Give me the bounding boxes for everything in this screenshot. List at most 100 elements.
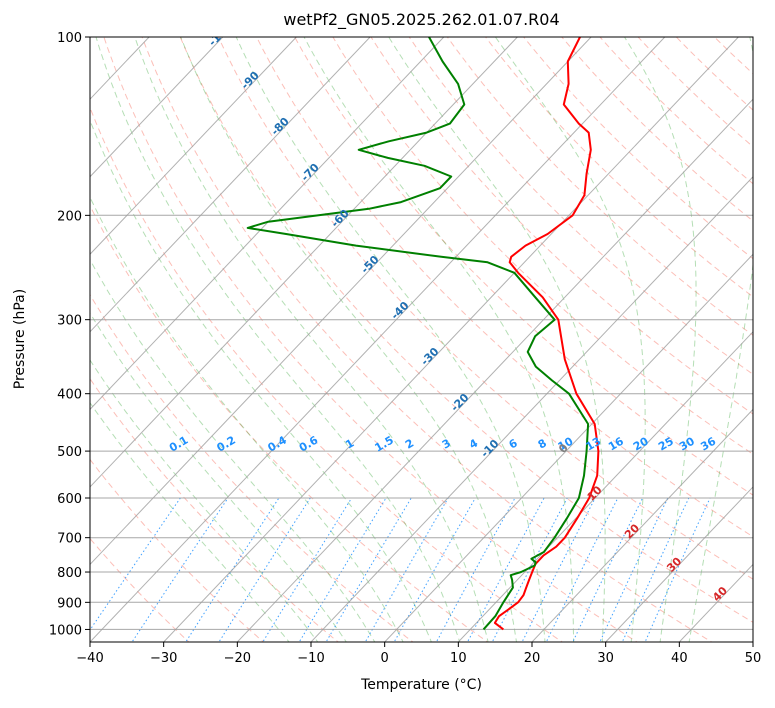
- x-tick-label: 40: [671, 651, 688, 666]
- isotherm-line: [90, 37, 445, 411]
- x-tick-label: −20: [224, 651, 251, 666]
- temperature-profile-line: [493, 37, 600, 631]
- isotherm-line: [457, 331, 753, 642]
- x-tick-label: 10: [450, 651, 467, 666]
- dry-adiabat-line: [256, 37, 753, 538]
- isotherm-label: -60: [329, 207, 352, 230]
- isotherm-label: -10: [478, 437, 501, 460]
- y-tick-label: 900: [57, 596, 82, 611]
- mixing-ratio-label: 2: [403, 437, 416, 452]
- moist-adiabat-line: [90, 119, 432, 642]
- mixing-ratio-label: 8: [536, 437, 549, 452]
- y-tick-label: 1000: [49, 623, 82, 638]
- moist-adiabat-line: [180, 37, 518, 642]
- isotherm-label: -50: [358, 253, 381, 276]
- dry-adiabat-line: [484, 37, 753, 298]
- x-tick-label: 0: [381, 651, 389, 666]
- mixing-ratio-line: [572, 497, 644, 642]
- dry-adiabat-line: [408, 37, 753, 375]
- isotherm-label: 20: [622, 521, 642, 541]
- isotherm-line: [605, 486, 753, 642]
- y-tick-label: 800: [57, 566, 82, 581]
- isotherm-label: -40: [388, 299, 411, 322]
- isotherm-label: -30: [418, 345, 441, 368]
- mixing-ratio-line: [545, 497, 619, 642]
- y-axis-label: Pressure (hPa): [12, 288, 28, 390]
- mixing-ratio-line: [393, 497, 476, 642]
- y-tick-label: 500: [57, 445, 82, 460]
- mixing-ratio-line: [644, 497, 711, 642]
- dry-adiabat-line: [90, 537, 190, 642]
- x-tick-label: −30: [150, 651, 177, 666]
- mixing-ratio-line: [262, 497, 353, 642]
- isotherm-line: [384, 253, 753, 642]
- dry-adiabat-line: [141, 37, 713, 642]
- x-tick-label: 50: [745, 651, 762, 666]
- isotherm-line: [678, 563, 753, 642]
- mixing-ratio-line: [218, 497, 311, 642]
- dry-adiabat-line: [90, 458, 265, 642]
- mixing-ratio-line: [325, 497, 412, 642]
- isotherm-line: [90, 37, 224, 178]
- x-tick-label: 30: [597, 651, 614, 666]
- mixing-ratio-line: [90, 497, 181, 631]
- moist-adiabat-line: [90, 258, 376, 642]
- dry-adiabat-line: [294, 37, 753, 496]
- mixing-ratio-label: 6: [507, 436, 520, 451]
- moist-adiabat-line: [90, 196, 404, 642]
- isotherm-line: [90, 37, 297, 256]
- dewpoint-profile-line: [246, 37, 590, 631]
- isotherm-label: -20: [448, 391, 471, 414]
- isotherm-line: [531, 408, 753, 642]
- isotherm-label: 40: [710, 584, 730, 604]
- dry-adiabat-line: [217, 37, 753, 580]
- y-tick-label: 200: [57, 209, 82, 224]
- isotherm-line: [752, 641, 753, 642]
- mixing-ratio-line: [521, 497, 596, 642]
- x-axis-label: Temperature (°C): [361, 677, 482, 693]
- mixing-ratio-line: [185, 497, 280, 642]
- isotherm-label: -90: [239, 69, 262, 92]
- dry-adiabat-line: [370, 37, 753, 415]
- moist-adiabat-line: [624, 37, 697, 642]
- mixing-ratio-label: 1: [343, 437, 356, 452]
- dry-adiabat-line: [179, 37, 753, 623]
- moist-adiabat-line: [388, 37, 606, 642]
- isotherm-label: -70: [299, 161, 322, 184]
- y-tick-label: 300: [57, 314, 82, 329]
- x-tick-label: 20: [524, 651, 541, 666]
- isotherm-line: [90, 37, 592, 566]
- dry-adiabat-line: [599, 37, 753, 185]
- y-tick-label: 600: [57, 492, 82, 507]
- isotherm-line: [310, 176, 753, 642]
- x-tick-label: −40: [76, 651, 103, 666]
- mixing-ratio-label: 4: [467, 436, 480, 451]
- dry-adiabat-line: [713, 37, 753, 75]
- mixing-ratio-line: [364, 497, 449, 642]
- y-tick-label: 700: [57, 532, 82, 547]
- isotherm-label: -100: [206, 20, 235, 49]
- isotherm-line: [0, 37, 2, 642]
- dry-adiabat-line: [332, 37, 753, 455]
- isotherm-line: [90, 37, 371, 333]
- isotherm-line: [163, 37, 739, 642]
- x-tick-label: −10: [297, 651, 324, 666]
- dry-adiabat-line: [446, 37, 753, 336]
- mixing-ratio-line: [621, 497, 690, 642]
- dry-adiabat-line: [103, 37, 638, 642]
- isotherm-line: [90, 37, 518, 488]
- mixing-ratio-line: [599, 497, 669, 642]
- y-tick-label: 100: [57, 31, 82, 46]
- y-tick-label: 400: [57, 388, 82, 403]
- dry-adiabat-line: [751, 37, 753, 39]
- isotherm-line: [90, 37, 666, 642]
- mixing-ratio-label: 3: [440, 437, 453, 452]
- mixing-ratio-line: [298, 497, 387, 642]
- chart-title: wetPf2_GN05.2025.262.01.07.R04: [283, 10, 560, 29]
- plot-frame: [89, 36, 754, 643]
- dry-adiabat-line: [90, 106, 564, 642]
- mixing-ratio-line: [131, 497, 229, 642]
- isotherm-line: [236, 98, 753, 642]
